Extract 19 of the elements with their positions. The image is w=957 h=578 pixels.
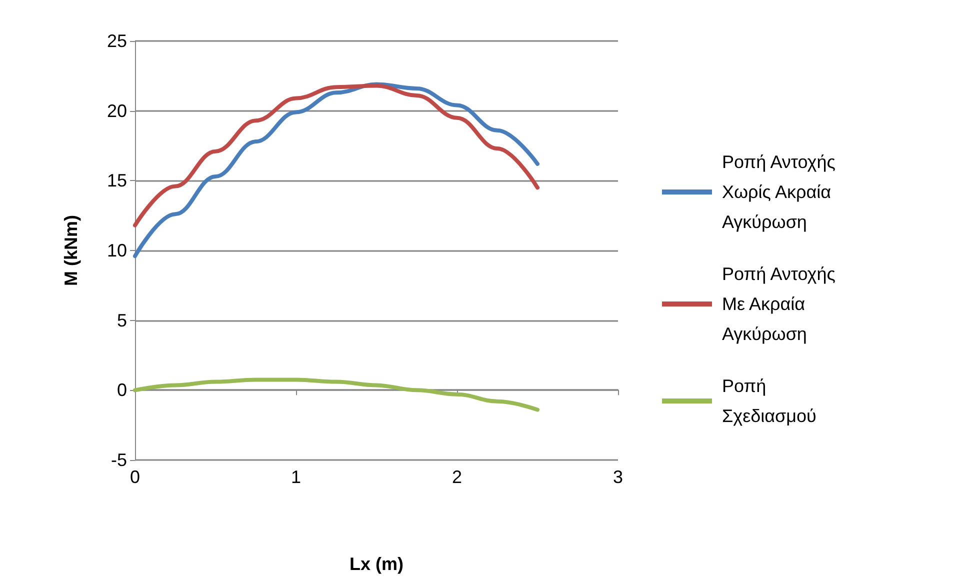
x-tick-label: 1: [290, 467, 302, 487]
legend-label: Ροπή Σχεδιασμού: [722, 376, 816, 426]
y-tick-label: 25: [106, 31, 127, 51]
y-tick-label: 15: [106, 170, 127, 191]
y-axis-title: M (kNm): [61, 214, 81, 286]
line-series: [133, 82, 540, 258]
x-tick-label: 0: [130, 467, 140, 487]
y-tick-label: 10: [106, 240, 127, 260]
legend-label: Ροπή Αντοχής Με Ακραία Αγκύρωση: [722, 264, 840, 344]
line-series: [133, 84, 540, 228]
x-tick-label: 2: [452, 467, 462, 487]
legend-label: Ροπή Αντοχής Χωρίς Ακραία Αγκύρωση: [722, 152, 840, 232]
y-tick-label: 0: [116, 380, 127, 400]
y-tick-label: 5: [116, 310, 127, 330]
line-series: [133, 378, 540, 412]
x-tick-label: 3: [612, 467, 624, 487]
y-tick-label: -5: [110, 450, 127, 470]
y-tick-label: 20: [106, 100, 127, 121]
x-axis-title: Lx (m): [350, 554, 404, 574]
